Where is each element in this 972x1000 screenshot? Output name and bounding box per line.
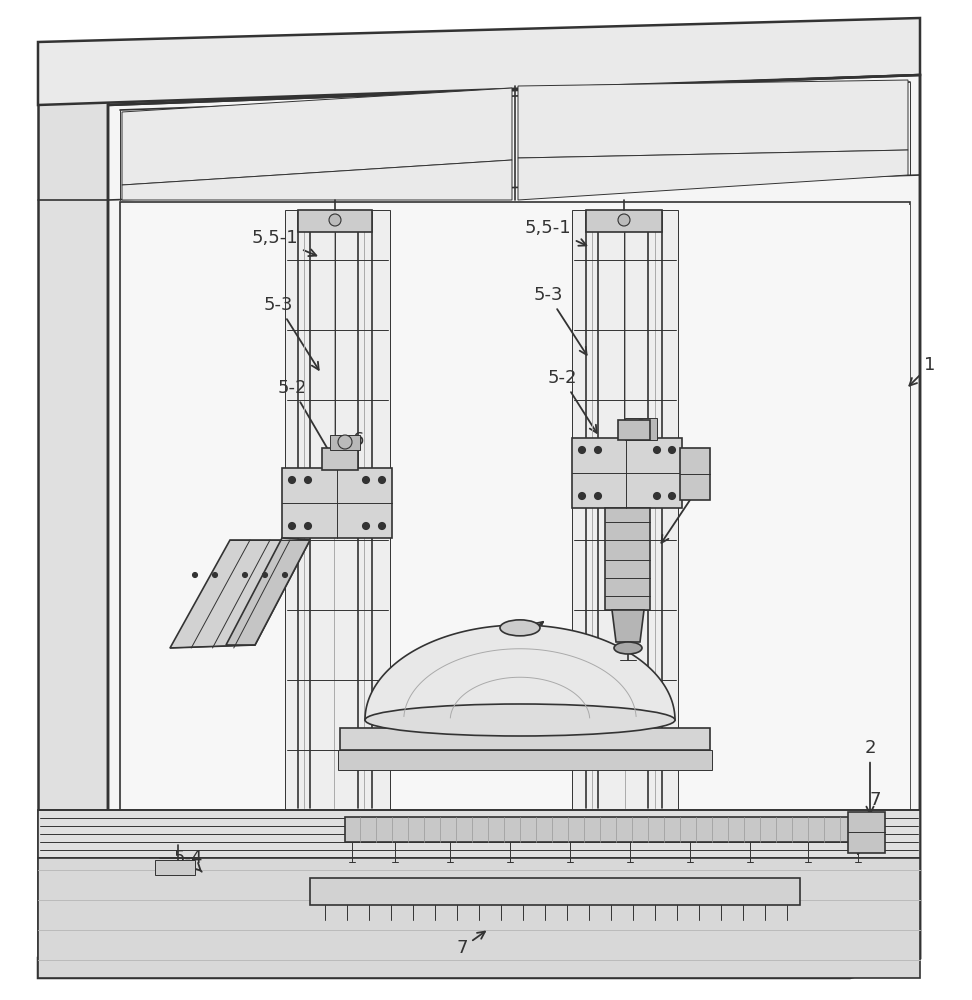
Text: 5,5-1: 5,5-1 — [252, 229, 316, 256]
Circle shape — [618, 214, 630, 226]
Text: 2: 2 — [864, 739, 876, 814]
Polygon shape — [108, 75, 920, 958]
Polygon shape — [38, 858, 920, 978]
Circle shape — [669, 446, 676, 454]
Circle shape — [338, 435, 352, 449]
Text: 7: 7 — [856, 791, 881, 854]
Polygon shape — [572, 210, 678, 810]
Polygon shape — [155, 860, 195, 875]
Text: 4: 4 — [259, 496, 314, 587]
Polygon shape — [618, 420, 650, 440]
Text: 10: 10 — [387, 689, 414, 715]
Ellipse shape — [614, 642, 642, 654]
Circle shape — [633, 420, 649, 436]
Circle shape — [304, 522, 311, 530]
Circle shape — [363, 477, 369, 484]
Circle shape — [578, 492, 585, 499]
Polygon shape — [310, 878, 800, 905]
Polygon shape — [38, 18, 920, 105]
Circle shape — [262, 572, 267, 578]
Polygon shape — [572, 438, 682, 508]
Text: 6: 6 — [629, 419, 646, 462]
Polygon shape — [285, 210, 390, 810]
Text: 5-3: 5-3 — [534, 286, 587, 355]
Text: 5-2: 5-2 — [277, 379, 337, 465]
Polygon shape — [38, 42, 108, 958]
Circle shape — [378, 522, 386, 530]
Polygon shape — [338, 750, 712, 770]
Text: 5,5-1: 5,5-1 — [525, 219, 586, 246]
Polygon shape — [848, 812, 885, 853]
Ellipse shape — [365, 704, 675, 736]
Text: 5-4: 5-4 — [173, 849, 203, 872]
Circle shape — [669, 492, 676, 499]
Polygon shape — [605, 508, 650, 610]
Polygon shape — [322, 448, 358, 470]
Text: 9: 9 — [514, 622, 543, 649]
Circle shape — [289, 477, 295, 484]
Text: 3: 3 — [661, 476, 706, 543]
Polygon shape — [340, 728, 710, 750]
Circle shape — [283, 572, 288, 578]
Circle shape — [304, 477, 311, 484]
Circle shape — [192, 572, 197, 578]
Polygon shape — [586, 210, 662, 232]
Polygon shape — [680, 448, 710, 500]
Polygon shape — [298, 210, 372, 232]
Circle shape — [578, 446, 585, 454]
Circle shape — [378, 477, 386, 484]
Circle shape — [213, 572, 218, 578]
Circle shape — [595, 492, 602, 499]
Circle shape — [289, 522, 295, 530]
Polygon shape — [518, 80, 908, 158]
Polygon shape — [625, 418, 657, 440]
Polygon shape — [38, 958, 920, 978]
Polygon shape — [365, 625, 675, 720]
Polygon shape — [612, 610, 644, 642]
Circle shape — [242, 572, 248, 578]
Polygon shape — [345, 817, 870, 842]
Ellipse shape — [500, 620, 540, 636]
Polygon shape — [226, 538, 310, 645]
Circle shape — [595, 446, 602, 454]
Text: 7: 7 — [456, 932, 485, 957]
Polygon shape — [122, 205, 910, 852]
Circle shape — [329, 214, 341, 226]
Polygon shape — [330, 435, 360, 450]
Polygon shape — [122, 88, 512, 185]
Text: 5-2: 5-2 — [547, 369, 597, 433]
Polygon shape — [518, 150, 908, 200]
Circle shape — [653, 446, 661, 454]
Text: 1: 1 — [910, 356, 936, 386]
Polygon shape — [282, 468, 392, 538]
Polygon shape — [122, 160, 512, 200]
Circle shape — [363, 522, 369, 530]
Polygon shape — [170, 540, 310, 648]
Text: 5-3: 5-3 — [263, 296, 319, 370]
Text: 6: 6 — [352, 431, 364, 499]
Circle shape — [653, 492, 661, 499]
Polygon shape — [38, 810, 920, 858]
